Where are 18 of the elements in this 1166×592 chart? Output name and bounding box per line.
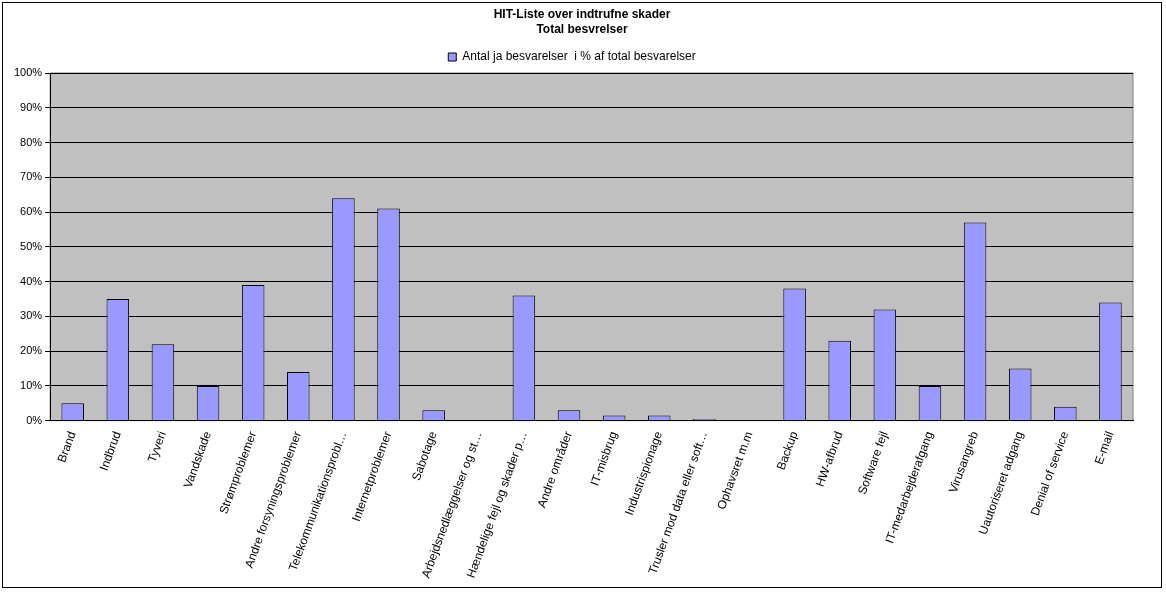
y-tick-label: 10%	[20, 378, 43, 391]
y-tick-label: 90%	[20, 100, 43, 113]
y-tick-label: 0%	[26, 413, 43, 426]
y-tick-label: 80%	[20, 135, 43, 148]
y-tick-label: 70%	[20, 170, 43, 183]
chart-title: HIT-Liste over indtrufne skader	[492, 7, 672, 22]
x-tick-label: Tyveri	[144, 429, 169, 465]
legend-label: Antal ja besvarelser i % af total besvarelser	[462, 49, 696, 64]
y-tick-label: 30%	[20, 309, 43, 322]
y-tick-label: 20%	[20, 344, 43, 357]
x-tick-label: E-mail	[1091, 429, 1117, 467]
x-tick-label: Brand	[54, 429, 79, 465]
chart-subtitle: Total besvrelser	[535, 22, 629, 37]
y-tick-label: 40%	[20, 274, 43, 287]
x-tick-label: Denial of service	[1027, 429, 1072, 518]
y-tick-label: 100%	[13, 66, 43, 79]
y-tick-label: 50%	[20, 239, 43, 252]
y-tick-label: 60%	[20, 205, 43, 218]
